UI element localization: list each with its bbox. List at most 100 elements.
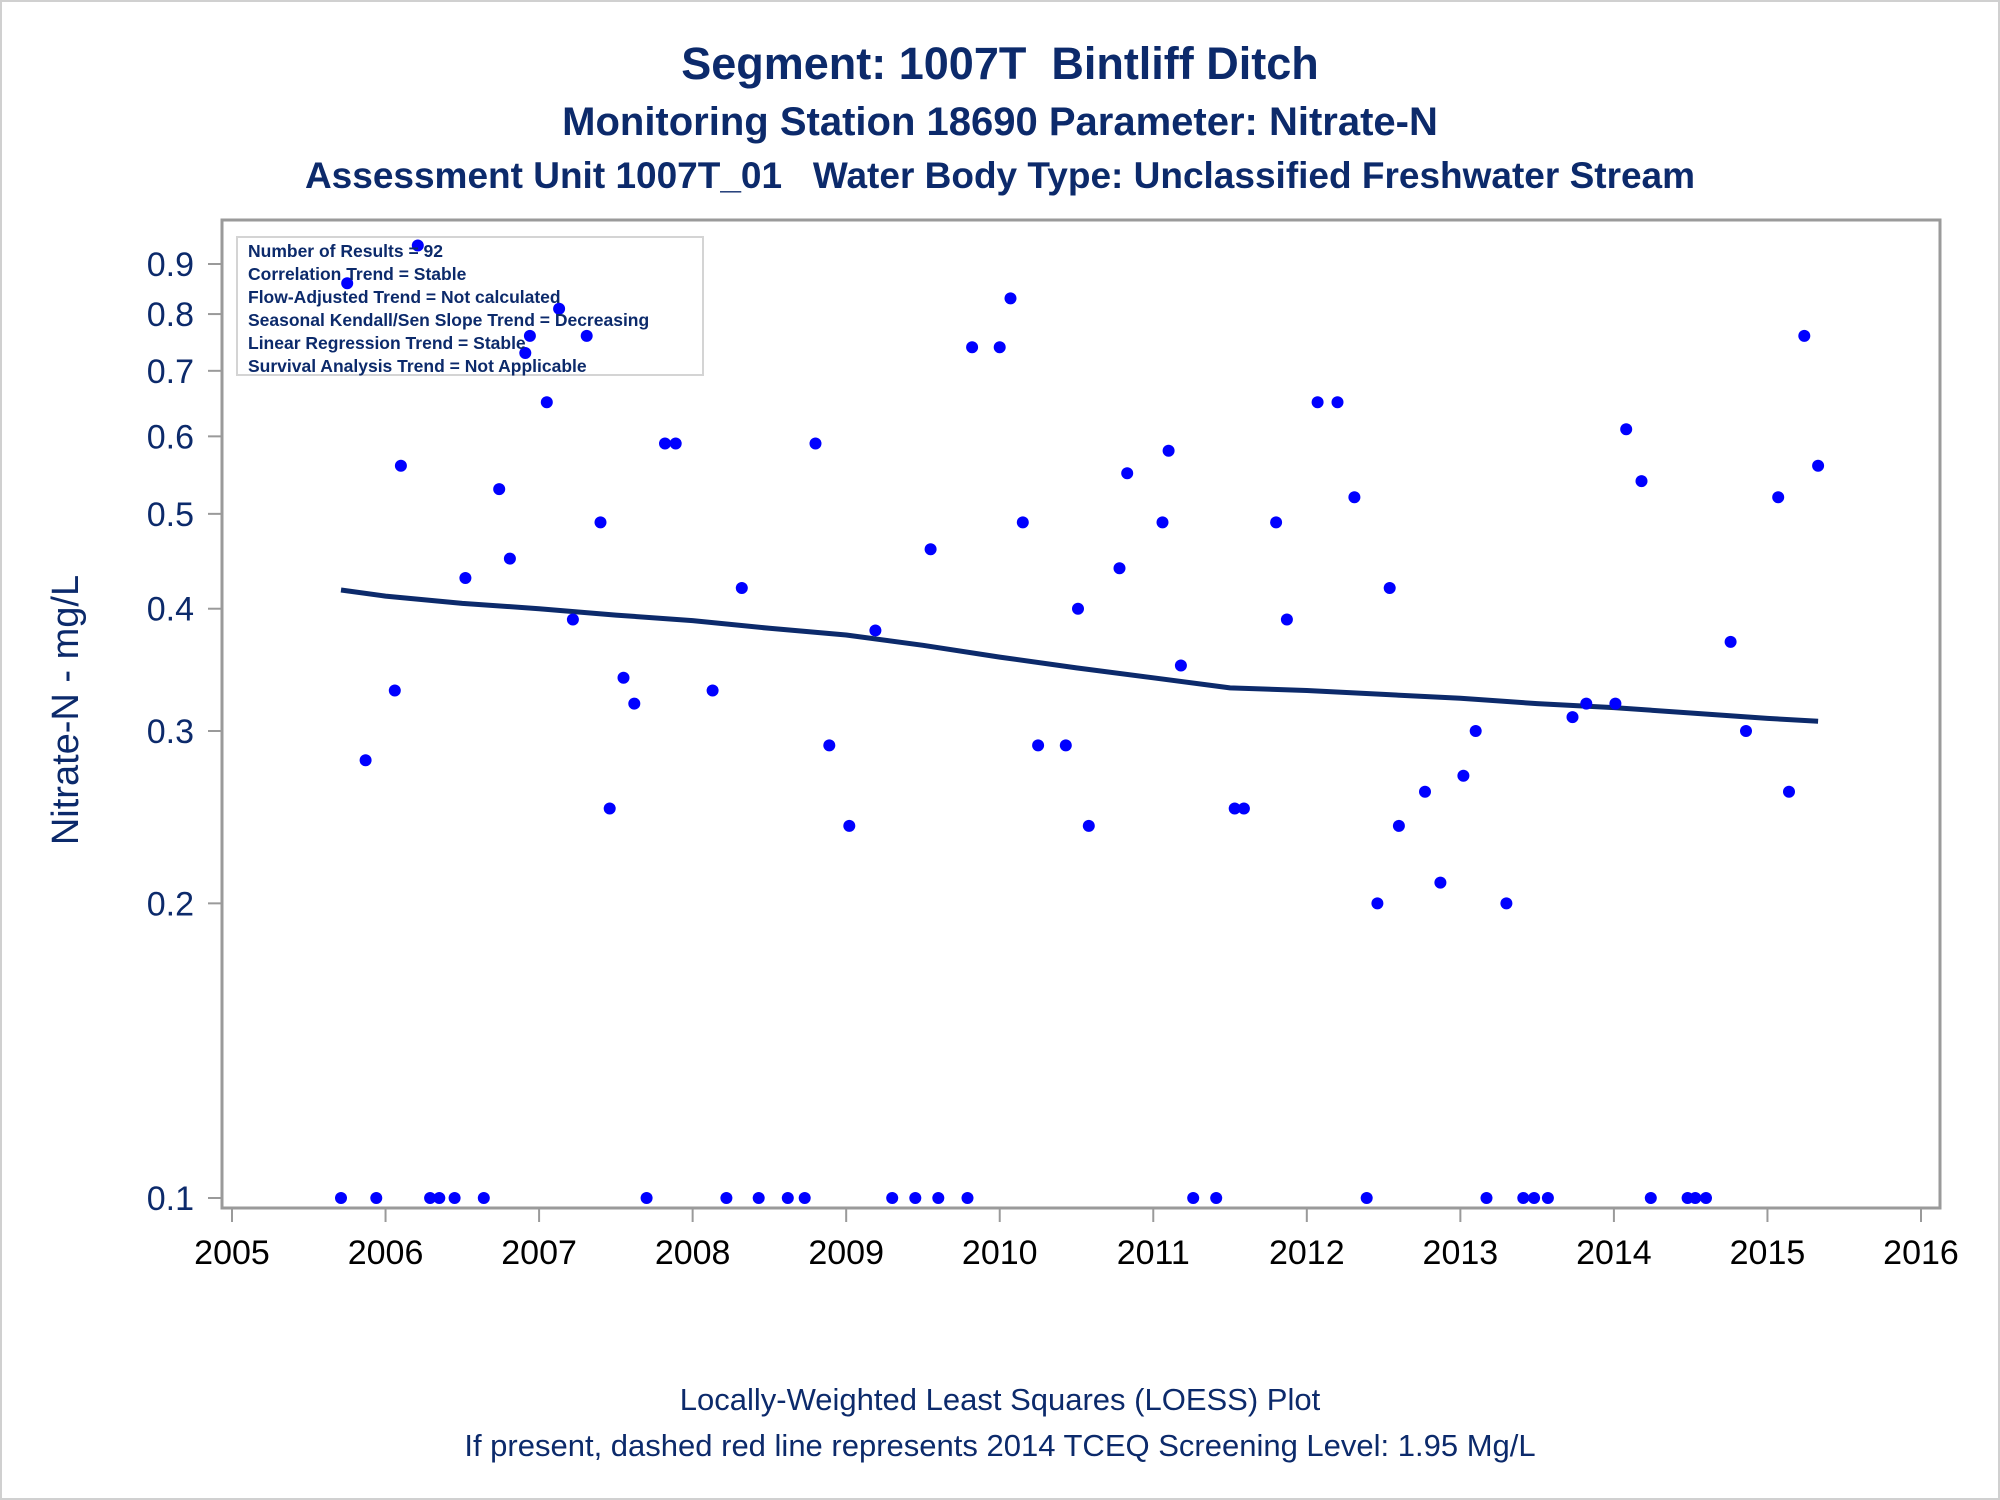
y-tick-label: 0.6 bbox=[147, 418, 194, 456]
data-point bbox=[1392, 819, 1405, 832]
data-point bbox=[1724, 635, 1737, 648]
stat-number-of-results: Number of Results = 92 bbox=[248, 241, 443, 261]
data-point bbox=[519, 347, 532, 359]
x-tick-label: 2008 bbox=[655, 1234, 731, 1272]
data-point bbox=[1072, 602, 1084, 615]
data-point bbox=[1383, 582, 1396, 594]
data-point bbox=[1469, 725, 1482, 737]
points-layer bbox=[335, 239, 1825, 1204]
data-point bbox=[752, 1192, 765, 1204]
data-point bbox=[1371, 897, 1384, 910]
data-point bbox=[1480, 1192, 1493, 1204]
data-point bbox=[1174, 659, 1187, 672]
data-point bbox=[424, 1192, 437, 1204]
x-tick-label: 2007 bbox=[501, 1234, 577, 1272]
data-point bbox=[394, 459, 407, 472]
data-point bbox=[781, 1192, 794, 1204]
data-point bbox=[493, 483, 506, 496]
data-point bbox=[1580, 697, 1593, 710]
data-point bbox=[1237, 802, 1250, 815]
data-point bbox=[448, 1192, 461, 1204]
y-axis: 0.1 0.2 0.3 0.4 0.5 0.6 0.7 0.8 0.9 bbox=[147, 246, 222, 1218]
data-point bbox=[1331, 396, 1344, 409]
y-tick-label: 0.2 bbox=[147, 885, 194, 923]
stat-seasonal-kendall-trend: Seasonal Kendall/Sen Slope Trend = Decre… bbox=[248, 310, 650, 330]
x-tick-label: 2011 bbox=[1117, 1234, 1190, 1272]
data-point bbox=[1700, 1192, 1712, 1204]
data-point bbox=[1566, 711, 1579, 724]
data-point bbox=[1113, 562, 1126, 575]
x-tick-label: 2015 bbox=[1730, 1234, 1806, 1272]
stat-correlation-trend: Correlation Trend = Stable bbox=[248, 264, 467, 284]
footnote-screening-level: If present, dashed red line represents 2… bbox=[464, 1428, 1536, 1463]
data-point bbox=[1783, 785, 1795, 798]
data-point bbox=[553, 302, 566, 315]
x-tick-label: 2010 bbox=[962, 1234, 1038, 1272]
data-point bbox=[603, 802, 616, 815]
data-point bbox=[1635, 475, 1648, 488]
data-point bbox=[411, 239, 424, 252]
data-point bbox=[1121, 467, 1134, 480]
data-point bbox=[1059, 739, 1072, 752]
stat-survival-analysis-trend: Survival Analysis Trend = Not Applicable bbox=[248, 356, 587, 376]
data-point bbox=[669, 437, 682, 450]
data-point bbox=[1360, 1192, 1373, 1204]
data-point bbox=[1434, 876, 1447, 889]
y-tick-label: 0.1 bbox=[147, 1180, 194, 1218]
data-point bbox=[1228, 802, 1241, 815]
y-tick-label: 0.5 bbox=[147, 496, 194, 534]
data-point bbox=[924, 543, 937, 556]
footnote-loess: Locally-Weighted Least Squares (LOESS) P… bbox=[679, 1382, 1321, 1417]
y-tick-label: 0.8 bbox=[147, 296, 194, 334]
data-point bbox=[1772, 491, 1785, 504]
data-point bbox=[932, 1192, 945, 1204]
data-point bbox=[1156, 516, 1169, 529]
y-tick-label: 0.3 bbox=[147, 713, 194, 751]
data-point bbox=[1644, 1192, 1657, 1204]
x-tick-label: 2005 bbox=[194, 1234, 270, 1272]
data-point bbox=[735, 582, 748, 594]
data-point bbox=[1311, 396, 1324, 409]
data-point bbox=[1740, 725, 1752, 737]
data-point bbox=[1517, 1192, 1530, 1204]
data-point bbox=[1348, 491, 1361, 504]
data-point bbox=[869, 624, 882, 637]
y-tick-label: 0.4 bbox=[147, 591, 194, 629]
data-point bbox=[1541, 1192, 1554, 1204]
chart-title: Segment: 1007T Bintliff Ditch bbox=[681, 38, 1319, 89]
data-point bbox=[798, 1192, 811, 1204]
x-tick-label: 2013 bbox=[1423, 1234, 1499, 1272]
chart-subtitle-2: Assessment Unit 1007T_01 Water Body Type… bbox=[304, 155, 1696, 196]
data-point bbox=[659, 437, 671, 450]
x-tick-label: 2014 bbox=[1576, 1234, 1652, 1272]
data-point bbox=[993, 341, 1006, 354]
stats-legend-box: Number of Results = 92 Correlation Trend… bbox=[236, 236, 704, 376]
data-point bbox=[961, 1192, 974, 1204]
x-axis: 2005 2006 2007 2008 2009 2010 2011 2012 2013 2014… bbox=[194, 1208, 1959, 1272]
data-point bbox=[370, 1192, 383, 1204]
data-point bbox=[477, 1192, 490, 1204]
data-point bbox=[1162, 444, 1175, 457]
data-point bbox=[1032, 739, 1045, 752]
data-point bbox=[1620, 423, 1633, 436]
data-point bbox=[1609, 697, 1622, 710]
data-point bbox=[523, 329, 536, 342]
data-point bbox=[1270, 516, 1283, 529]
data-point bbox=[720, 1192, 733, 1204]
data-point bbox=[706, 684, 719, 697]
data-point bbox=[617, 671, 630, 684]
y-axis-label: Nitrate-N - mg/L bbox=[45, 575, 87, 845]
data-point bbox=[335, 1192, 347, 1204]
x-tick-label: 2012 bbox=[1269, 1234, 1345, 1272]
data-point bbox=[1280, 613, 1293, 626]
data-point bbox=[843, 819, 856, 832]
data-point bbox=[1798, 329, 1811, 342]
data-point bbox=[1457, 769, 1470, 782]
plot-area bbox=[220, 218, 1942, 1210]
data-point bbox=[809, 437, 822, 450]
data-point bbox=[1210, 1192, 1223, 1204]
data-point bbox=[594, 516, 607, 529]
data-point bbox=[1082, 819, 1095, 832]
x-tick-label: 2006 bbox=[348, 1234, 424, 1272]
